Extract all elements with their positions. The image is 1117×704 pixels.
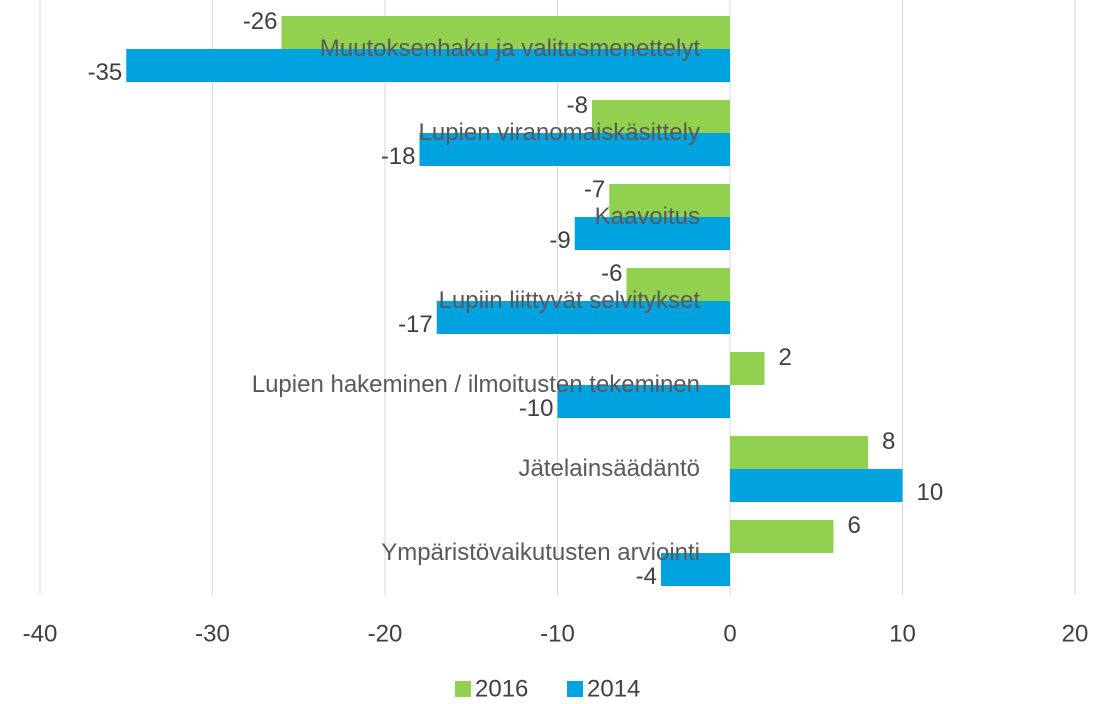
bar (626, 268, 730, 301)
data-label: -7 (584, 176, 605, 203)
category-label: Lupien viranomaiskäsittely (418, 119, 700, 146)
bar (730, 436, 868, 469)
bar (609, 184, 730, 217)
category-label: Ympäristövaikutusten arviointi (381, 539, 700, 566)
category-label: Jätelainsäädäntö (518, 455, 700, 482)
x-tick-label: -30 (195, 620, 230, 647)
data-label: -26 (243, 8, 278, 35)
bar (419, 133, 730, 166)
category-label: Muutoksenhaku ja valitusmenettelyt (319, 35, 700, 62)
category-label: Lupien hakeminen / ilmoitusten tekeminen (251, 371, 700, 398)
bar (126, 49, 730, 82)
legend-label: 2014 (587, 675, 640, 702)
category-label: Lupiin liittyvät selvitykset (438, 287, 700, 314)
x-tick-label: 10 (889, 620, 916, 647)
bar (574, 217, 730, 250)
x-tick-label: -20 (368, 620, 403, 647)
bar (436, 301, 730, 334)
bar (730, 352, 765, 385)
data-label: -4 (636, 563, 657, 590)
data-label: -9 (549, 227, 570, 254)
bar (557, 385, 730, 418)
data-label: 6 (848, 512, 861, 539)
data-label: -6 (601, 260, 622, 287)
bar (592, 100, 730, 133)
bar (281, 16, 730, 49)
x-tick-label: -10 (540, 620, 575, 647)
data-label: 2 (779, 344, 792, 371)
legend-label: 2016 (475, 675, 528, 702)
data-label: -35 (88, 59, 123, 86)
data-label: -17 (398, 311, 433, 338)
x-tick-label: 20 (1062, 620, 1089, 647)
bar (661, 553, 730, 586)
legend-swatch (455, 681, 471, 697)
data-label: -10 (519, 395, 554, 422)
x-tick-label: 0 (723, 620, 736, 647)
data-label: 8 (882, 428, 895, 455)
bar (730, 520, 834, 553)
category-label: Kaavoitus (594, 203, 700, 230)
data-label: 10 (917, 479, 944, 506)
x-tick-label: -40 (23, 620, 58, 647)
data-label: -8 (567, 92, 588, 119)
data-label: -18 (381, 143, 416, 170)
bar (730, 469, 903, 502)
legend-swatch (567, 681, 583, 697)
